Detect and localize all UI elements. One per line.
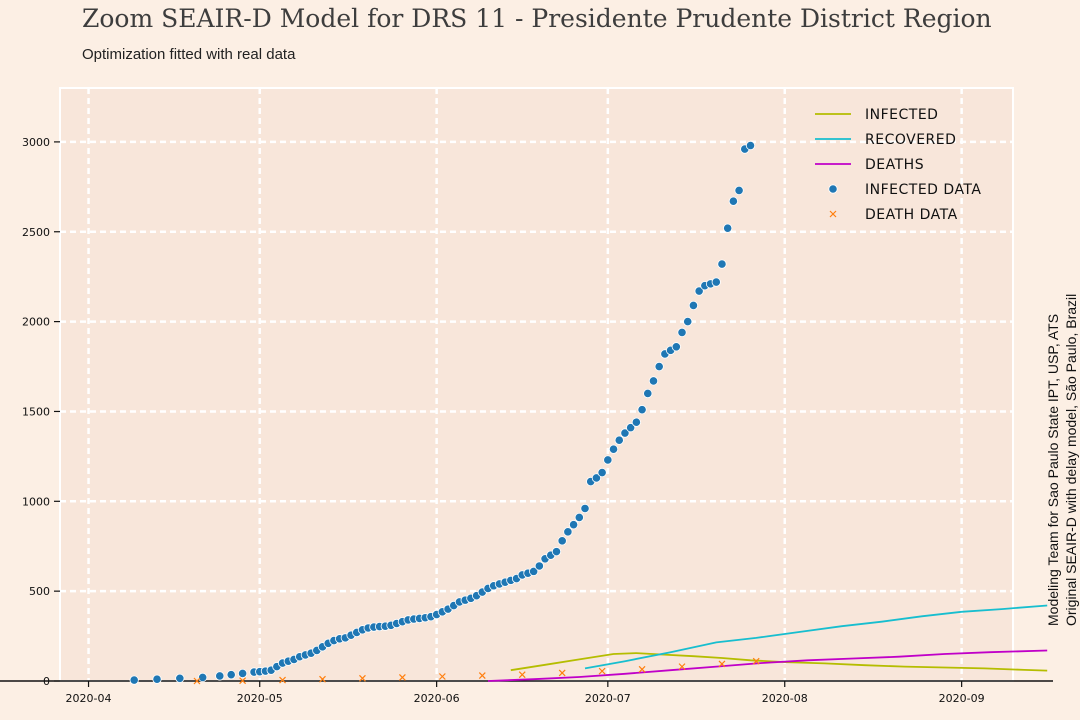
point-infected-data [614,435,624,445]
point-infected-data [215,671,225,681]
point-infected-data [688,300,699,311]
point-death-data [239,677,247,685]
y-tick-label: 1000 [22,495,50,508]
x-tick-label: 2020-08 [762,692,808,705]
point-death-data [193,677,201,685]
point-death-data [558,669,566,677]
legend-label: INFECTED [865,107,938,123]
point-infected-data [608,444,619,454]
legend-swatch [828,184,838,194]
side-note: Modeling Team for Sao Paulo State IPT, U… [1032,176,1080,626]
point-infected-data [591,473,602,483]
point-infected-data [551,547,562,557]
legend-item-infected: INFECTED [815,107,938,123]
point-infected-data [238,668,248,679]
point-infected-data [654,361,664,372]
point-infected-data [620,428,630,438]
point-death-data [319,675,326,683]
point-death-data [518,671,526,679]
point-infected-data [711,277,721,287]
x-tick-label: 2020-09 [939,692,985,705]
x-tick-label: 2020-07 [585,692,631,705]
y-tick-label: 2000 [22,316,50,329]
x-tick-label: 2020-06 [414,692,460,705]
legend-label: DEATHS [865,157,924,173]
point-death-data [398,673,406,681]
point-death-data [478,672,486,680]
point-infected-data [529,566,539,576]
point-infected-data [648,376,659,386]
series-line-infected [510,652,1048,672]
legend-label: DEATH DATA [865,207,958,223]
point-death-data [718,660,726,668]
point-infected-data [580,503,590,514]
plot-background [59,87,1014,682]
side-note-line-2: Original SEAIR-D with delay model, São P… [1063,293,1079,626]
point-infected-data [597,467,607,478]
y-tick-label: 1500 [22,405,50,418]
point-infected-data [643,388,653,399]
point-infected-data [745,140,756,151]
legend-label: INFECTED DATA [865,182,981,198]
point-infected-data [677,327,687,337]
legend: INFECTED RECOVERED DEATHS INFECTED DATA DEAT… [815,107,981,223]
point-death-data [678,663,686,671]
point-death-data [279,676,286,684]
side-note-line-1: Modeling Team for Sao Paulo State IPT, U… [1045,313,1061,626]
x-tick-label: 2020-04 [66,692,112,705]
point-infected-data [226,670,236,680]
point-infected-data [568,520,579,530]
chart-title: Zoom SEAIR-D Model for DRS 11 - Presiden… [82,4,992,33]
chart-subtitle: Optimization fitted with real data [82,46,296,63]
point-infected-data [694,286,704,296]
point-infected-data [671,342,681,352]
point-death-data [638,665,646,673]
point-infected-data [198,672,208,683]
legend-swatch [829,210,837,218]
y-tick-label: 3000 [22,136,50,149]
series-layer [129,140,1048,685]
point-infected-data [683,317,693,327]
point-infected-data [129,675,139,685]
x-tick-label: 2020-05 [237,692,283,705]
point-infected-data [728,196,738,206]
point-infected-data [175,673,185,683]
point-death-data [438,673,446,680]
point-death-data [359,674,366,682]
point-infected-data [637,405,647,415]
point-infected-data [723,223,733,233]
point-infected-data [557,536,567,546]
legend-item-death-data: DEATH DATA [829,207,958,223]
axes: 2020-04 2020-05 2020-06 2020-07 2020-08 2020-… [0,136,1053,705]
plot-area [59,87,1014,682]
legend-item-infected-data: INFECTED DATA [828,182,981,198]
legend-item-recovered: RECOVERED [815,132,956,148]
point-infected-data [734,185,744,196]
grid-lines [60,88,1013,681]
legend-item-deaths: DEATHS [815,157,924,173]
legend-label: RECOVERED [865,132,956,148]
point-infected-data [534,561,544,571]
point-infected-data [574,512,584,523]
point-death-data [598,667,606,675]
y-tick-label: 500 [29,585,50,598]
point-infected-data [152,674,162,684]
point-infected-data [603,455,613,465]
point-death-data [752,657,760,665]
series-line-deaths [487,649,1048,682]
point-infected-data [563,527,573,537]
point-infected-data [631,417,641,427]
point-infected-data [626,423,636,433]
series-line-recovered [584,604,1048,670]
y-tick-label: 2500 [22,226,50,239]
point-infected-data [717,259,727,269]
